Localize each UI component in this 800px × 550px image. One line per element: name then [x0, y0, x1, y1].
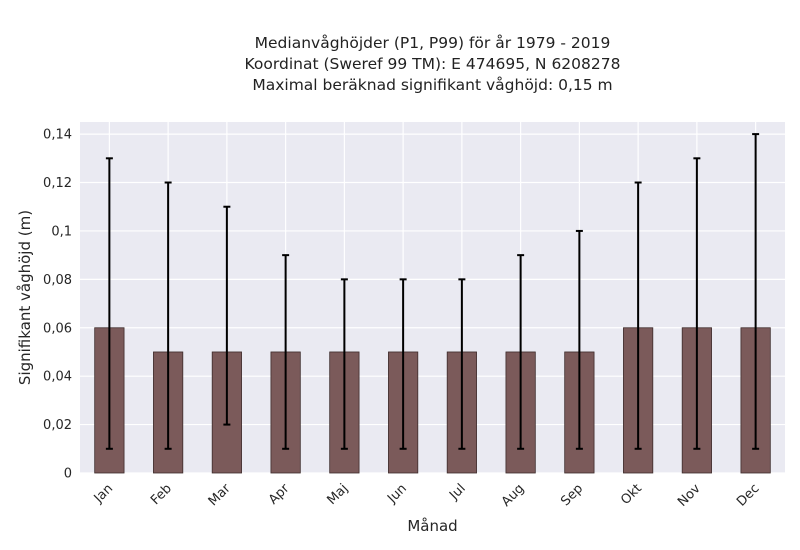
chart-title-line-2: Koordinat (Sweref 99 TM): E 474695, N 62…	[244, 55, 621, 73]
y-tick-label: 0,14	[43, 128, 72, 143]
x-tick-label-jun: Jun	[384, 481, 410, 507]
x-tick-label-okt: Okt	[618, 481, 645, 508]
x-axis-label: Månad	[407, 517, 457, 535]
y-tick-label: 0,1	[51, 224, 72, 239]
x-tick-label-aug: Aug	[499, 481, 528, 510]
y-tick-label: 0,08	[43, 273, 72, 288]
x-tick-label-dec: Dec	[734, 481, 762, 509]
y-tick-label: 0,04	[43, 370, 72, 385]
y-tick-label: 0,02	[43, 418, 72, 433]
y-tick-label: 0,06	[43, 321, 72, 336]
chart-title-line-3: Maximal beräknad signifikant våghöjd: 0,…	[252, 76, 613, 94]
x-axis-ticks: Jan Feb Mar Apr Maj Jun Jul Aug Sep Okt Nov Dec	[91, 481, 763, 510]
x-tick-label-feb: Feb	[148, 481, 175, 508]
plot-area	[80, 122, 785, 473]
chart-title-line-1: Medianvåghöjder (P1, P99) för år 1979 - …	[254, 34, 611, 52]
y-tick-label: 0,12	[43, 176, 72, 191]
x-tick-label-nov: Nov	[675, 481, 704, 510]
y-tick-label: 0	[64, 467, 72, 482]
error-bars	[105, 133, 760, 450]
x-tick-label-apr: Apr	[266, 481, 293, 508]
x-tick-label-mar: Mar	[206, 481, 234, 509]
x-tick-label-jul: Jul	[446, 481, 468, 503]
y-axis-ticks: 0 0,02 0,04 0,06 0,08 0,1 0,12 0,14	[43, 128, 72, 482]
y-axis-label: Signifikant våghöjd (m)	[16, 210, 34, 385]
x-tick-label-maj: Maj	[324, 481, 351, 508]
x-tick-label-sep: Sep	[558, 481, 586, 509]
x-tick-label-jan: Jan	[91, 481, 116, 506]
chart-title: Medianvåghöjder (P1, P99) för år 1979 - …	[80, 33, 785, 96]
